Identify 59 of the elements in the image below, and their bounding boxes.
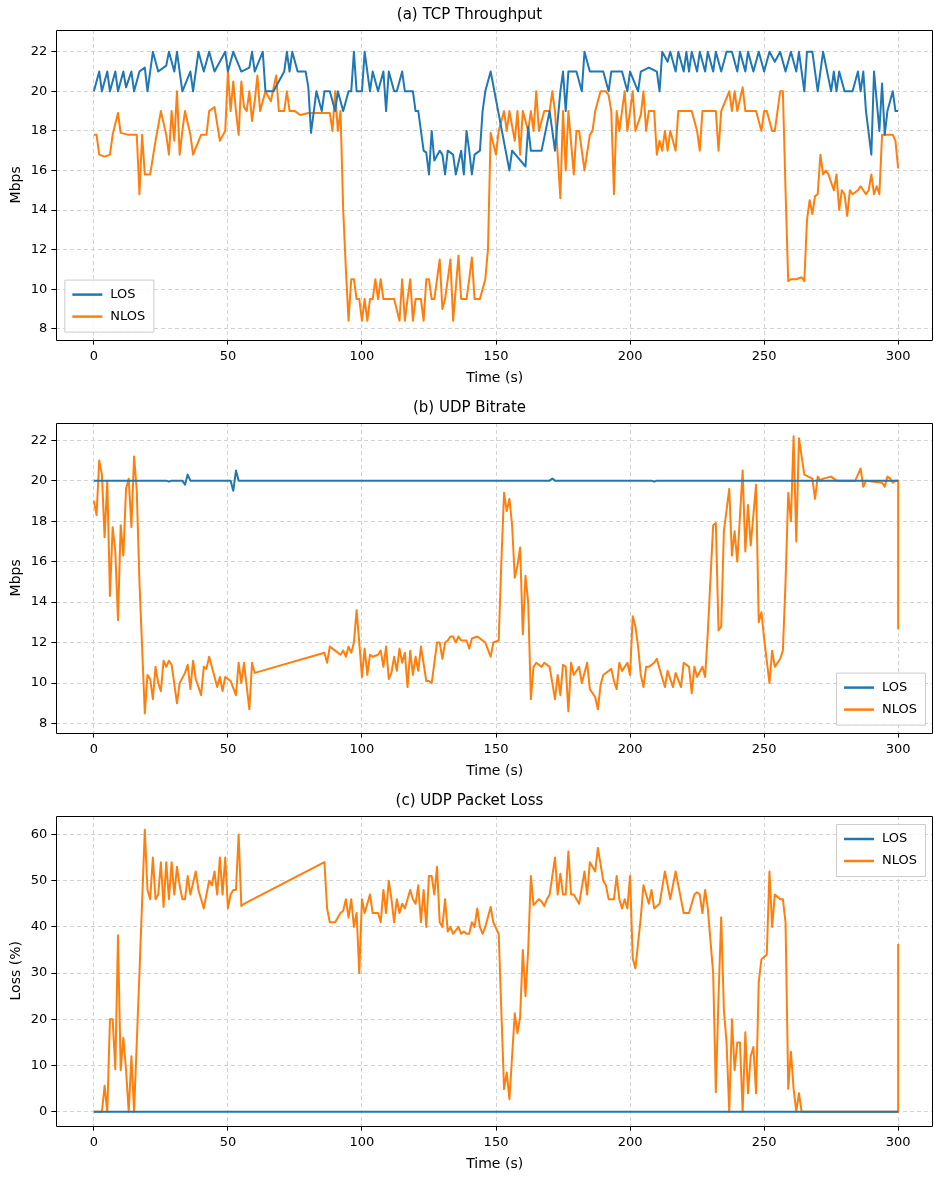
x-tick-label: 150 (483, 1133, 509, 1149)
y-tick-label: 20 (30, 1010, 48, 1026)
x-tick-label: 300 (885, 347, 911, 363)
legend-label: LOS (110, 285, 136, 301)
y-tick-label: 20 (30, 472, 48, 488)
x-tick-label: 100 (349, 740, 375, 756)
y-tick-label: 18 (30, 512, 48, 528)
y-tick-label: 8 (39, 320, 48, 336)
x-tick-label: 150 (483, 740, 509, 756)
y-tick-label: 20 (30, 82, 48, 98)
y-tick-label: 40 (30, 918, 48, 934)
x-tick-label: 250 (751, 1133, 777, 1149)
x-tick-label: 250 (751, 347, 777, 363)
y-tick-label: 22 (30, 431, 48, 447)
x-tick-label: 0 (89, 1133, 99, 1149)
y-tick-label: 10 (30, 280, 48, 296)
x-tick-label: 150 (483, 347, 509, 363)
y-axis-title: Mbps (7, 166, 24, 204)
y-tick-label: 12 (30, 240, 48, 256)
legend-label: LOS (882, 678, 908, 694)
y-tick-label: 14 (30, 201, 48, 217)
y-tick-label: 30 (30, 964, 48, 980)
y-tick-label: 16 (30, 161, 48, 177)
x-tick-label: 0 (89, 740, 99, 756)
chart-title: (b) UDP Bitrate (412, 397, 527, 416)
y-tick-label: 18 (30, 122, 48, 138)
y-tick-label: 0 (39, 1103, 48, 1119)
x-tick-label: 0 (89, 347, 99, 363)
x-axis-title: Time (s) (465, 762, 524, 779)
x-tick-label: 50 (219, 347, 237, 363)
y-tick-label: 12 (30, 633, 48, 649)
legend-label: LOS (882, 830, 908, 846)
y-axis-title: Mbps (7, 559, 24, 597)
x-tick-label: 200 (617, 740, 643, 756)
x-tick-label: 300 (885, 1133, 911, 1149)
x-tick-label: 300 (885, 740, 911, 756)
y-tick-label: 60 (30, 825, 48, 841)
x-tick-label: 50 (219, 1133, 237, 1149)
y-tick-label: 50 (30, 872, 48, 888)
legend-label: NLOS (110, 307, 146, 323)
chart-title: (c) UDP Packet Loss (395, 790, 544, 809)
y-tick-label: 10 (30, 1056, 48, 1072)
x-tick-label: 250 (751, 740, 777, 756)
legend-label: NLOS (882, 852, 918, 868)
y-axis-title: Loss (%) (7, 941, 24, 1001)
x-tick-label: 50 (219, 740, 237, 756)
y-tick-label: 16 (30, 552, 48, 568)
y-tick-label: 14 (30, 593, 48, 609)
legend-label: NLOS (882, 700, 918, 716)
y-tick-label: 10 (30, 674, 48, 690)
x-tick-label: 200 (617, 347, 643, 363)
x-axis-title: Time (s) (465, 369, 524, 386)
x-tick-label: 200 (617, 1133, 643, 1149)
chart-title: (a) TCP Throughput (396, 4, 543, 23)
y-tick-label: 8 (39, 714, 48, 730)
x-tick-label: 100 (349, 1133, 375, 1149)
y-tick-label: 22 (30, 43, 48, 59)
x-axis-title: Time (s) (465, 1155, 524, 1172)
x-tick-label: 100 (349, 347, 375, 363)
